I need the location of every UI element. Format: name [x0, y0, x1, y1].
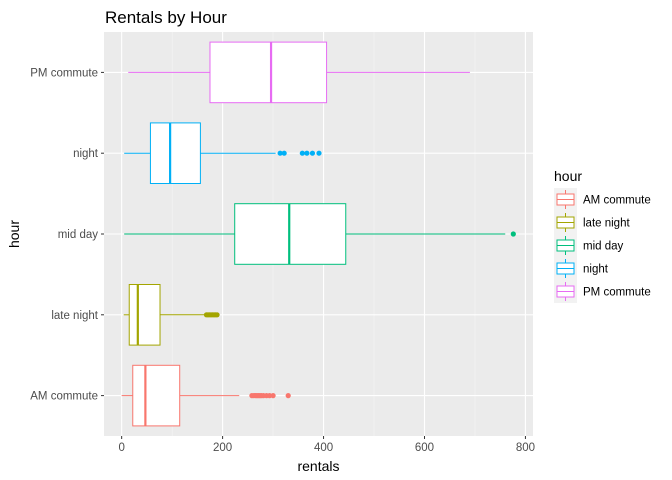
- outlier-point: [281, 150, 287, 156]
- box-iqr: [209, 41, 328, 104]
- outlier-point: [214, 312, 220, 318]
- y-axis-ticks: AM commute late night mid day night PM commu…: [30, 67, 104, 403]
- outlier-point: [285, 393, 291, 399]
- outlier-point: [316, 150, 322, 156]
- legend-item: AM commute: [554, 188, 651, 211]
- outlier-point: [299, 150, 305, 156]
- legend-item: late night: [554, 211, 630, 234]
- legend-title: hour: [554, 168, 582, 184]
- legend-label: PM commute: [583, 287, 651, 299]
- legend-items: AM commute late night mid day night PM commu…: [554, 188, 651, 303]
- y-tick-label: late night: [51, 310, 98, 322]
- box-iqr: [128, 284, 161, 346]
- x-axis-ticks: 0 200 400 600 800: [118, 436, 535, 454]
- legend-label: AM commute: [583, 195, 651, 207]
- outlier-point: [510, 231, 516, 237]
- box-night: [124, 122, 322, 184]
- box-iqr: [149, 122, 201, 184]
- boxes-layer: [121, 41, 516, 427]
- box-pm-commute: [128, 41, 470, 104]
- outlier-point: [277, 150, 283, 156]
- x-tick-label: 200: [213, 442, 232, 454]
- y-tick-label: AM commute: [30, 391, 98, 403]
- y-tick-label: mid day: [58, 229, 99, 241]
- legend-item: mid day: [554, 234, 624, 257]
- legend-label: night: [583, 264, 609, 276]
- x-tick-label: 0: [118, 442, 124, 454]
- y-tick-label: PM commute: [30, 67, 98, 79]
- outlier-point: [270, 393, 276, 399]
- outlier-point: [309, 150, 316, 156]
- x-axis-title: rentals: [297, 458, 339, 474]
- x-tick-label: 600: [415, 442, 434, 454]
- legend-label: mid day: [583, 241, 624, 253]
- outlier-point: [304, 150, 310, 156]
- x-tick-label: 400: [314, 442, 333, 454]
- chart-title: Rentals by Hour: [105, 8, 227, 27]
- legend-item: PM commute: [554, 280, 651, 303]
- legend-label: late night: [583, 218, 630, 230]
- y-tick-label: night: [73, 148, 99, 160]
- y-axis-title: hour: [6, 220, 22, 248]
- x-tick-label: 800: [516, 442, 535, 454]
- box-late-night: [123, 284, 220, 346]
- legend: hour AM commute late night mid day night PM …: [554, 168, 651, 303]
- box-iqr: [132, 364, 181, 427]
- box-am-commute: [121, 364, 291, 427]
- box-mid-day: [124, 203, 516, 265]
- legend-item: night: [554, 257, 609, 280]
